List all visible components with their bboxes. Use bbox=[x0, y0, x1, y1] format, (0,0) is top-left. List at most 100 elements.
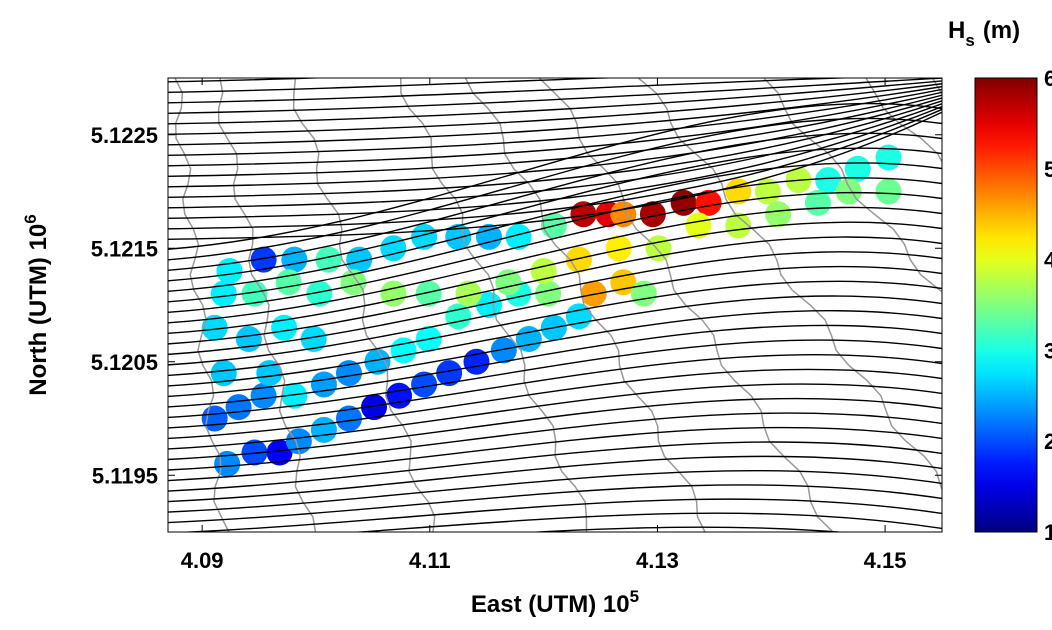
depth-contour bbox=[865, 78, 942, 164]
wave-ray bbox=[168, 412, 942, 471]
x-tick-label: 4.13 bbox=[636, 548, 679, 573]
colorbar-tick-label: 3 bbox=[1044, 338, 1052, 363]
depth-contour bbox=[400, 78, 588, 532]
scatter-point bbox=[386, 382, 413, 409]
wave-ray bbox=[168, 108, 942, 230]
wave-ray bbox=[526, 526, 849, 532]
y-tick-label: 5.1215 bbox=[91, 236, 158, 261]
scatter-point bbox=[490, 337, 517, 364]
wave-ray bbox=[168, 295, 942, 387]
scatter-point bbox=[436, 360, 463, 387]
y-tick-label: 5.1225 bbox=[91, 123, 158, 148]
wave-ray bbox=[168, 354, 942, 429]
x-label-text: East (UTM) 10 bbox=[471, 591, 630, 618]
scatter-point bbox=[380, 235, 407, 262]
depth-contour bbox=[763, 78, 942, 293]
scatter-point bbox=[815, 167, 842, 194]
ray-layer bbox=[168, 78, 942, 532]
colorbar-unit: (m) bbox=[983, 17, 1020, 44]
scatter-point bbox=[411, 371, 438, 398]
scatter-point bbox=[455, 280, 482, 307]
wave-ray bbox=[168, 265, 942, 366]
wave-ray bbox=[168, 484, 942, 524]
scatter-point bbox=[281, 246, 308, 273]
scatter-point bbox=[380, 280, 407, 307]
scatter-point bbox=[725, 212, 752, 239]
scatter-point bbox=[695, 189, 722, 216]
wave-ray bbox=[168, 88, 942, 157]
scatter-point bbox=[364, 348, 391, 375]
wave-ray bbox=[168, 280, 942, 377]
wave-ray bbox=[168, 397, 942, 461]
y-label-exponent: 6 bbox=[21, 214, 40, 223]
plot-frame bbox=[167, 77, 943, 533]
scatter-point bbox=[580, 280, 607, 307]
wave-ray bbox=[168, 80, 942, 125]
scatter-point bbox=[225, 394, 252, 421]
wave-ray bbox=[168, 105, 942, 220]
scatter-point bbox=[685, 212, 712, 239]
scatter-point bbox=[875, 178, 902, 205]
scatter-point bbox=[565, 303, 592, 330]
scatter-point bbox=[201, 405, 228, 432]
x-axis-label: East (UTM) 105 bbox=[471, 587, 639, 618]
wave-ray bbox=[168, 147, 942, 282]
scatter-point bbox=[505, 223, 532, 250]
wave-ray bbox=[168, 97, 942, 188]
wave-ray bbox=[168, 83, 942, 136]
scatter-layer bbox=[201, 144, 902, 477]
x-label-exponent: 5 bbox=[630, 587, 639, 606]
scatter-point bbox=[241, 280, 268, 307]
scatter-point bbox=[335, 405, 362, 432]
scatter-point bbox=[210, 360, 237, 387]
scatter-point bbox=[390, 337, 417, 364]
scatter-point bbox=[250, 246, 277, 273]
wave-ray bbox=[168, 310, 942, 398]
wave-ray bbox=[168, 177, 942, 303]
x-tick-label: 4.09 bbox=[181, 548, 224, 573]
scatter-point bbox=[346, 246, 373, 273]
scatter-point bbox=[281, 382, 308, 409]
wave-ray bbox=[168, 368, 942, 440]
scatter-point bbox=[335, 360, 362, 387]
wave-ray bbox=[168, 162, 942, 292]
wave-ray bbox=[168, 455, 942, 503]
wave-ray bbox=[168, 191, 942, 313]
wave-ray bbox=[168, 339, 942, 419]
scatter-point bbox=[535, 280, 562, 307]
scatter-point bbox=[605, 235, 632, 262]
scatter-point bbox=[530, 257, 557, 284]
wave-ray bbox=[168, 383, 942, 450]
scatter-point bbox=[315, 246, 342, 273]
wave-ray bbox=[168, 102, 942, 209]
scatter-point bbox=[565, 246, 592, 273]
wave-ray bbox=[168, 221, 942, 334]
colorbar-label-main: H bbox=[948, 17, 965, 44]
scatter-point bbox=[275, 269, 302, 296]
colorbar bbox=[974, 77, 1038, 533]
scatter-point bbox=[361, 394, 388, 421]
axes: 1 2 3 4 5 6 4.09 4.11 4.13 4.15 5.1195 5.1205 5.1215… bbox=[91, 66, 1052, 573]
wave-ray bbox=[168, 102, 942, 250]
y-label-text: North (UTM) 10 bbox=[25, 224, 52, 396]
wave-ray bbox=[168, 426, 942, 482]
scatter-point bbox=[266, 439, 293, 466]
colorbar-tick-label: 6 bbox=[1044, 66, 1052, 91]
scatter-point bbox=[765, 201, 792, 228]
wave-ray bbox=[168, 100, 942, 199]
scatter-point bbox=[300, 326, 327, 353]
wave-ray bbox=[175, 498, 942, 532]
scatter-point bbox=[250, 382, 277, 409]
scatter-point bbox=[495, 269, 522, 296]
y-tick-label: 5.1195 bbox=[92, 463, 158, 488]
wave-ray bbox=[168, 85, 942, 146]
scatter-point bbox=[306, 280, 333, 307]
wave-ray bbox=[350, 512, 942, 532]
wave-ray bbox=[168, 132, 942, 271]
scatter-point bbox=[639, 201, 666, 228]
wave-ray bbox=[168, 117, 942, 261]
wave-ray bbox=[168, 78, 621, 94]
wave-ray bbox=[168, 441, 942, 492]
scatter-point bbox=[310, 371, 337, 398]
